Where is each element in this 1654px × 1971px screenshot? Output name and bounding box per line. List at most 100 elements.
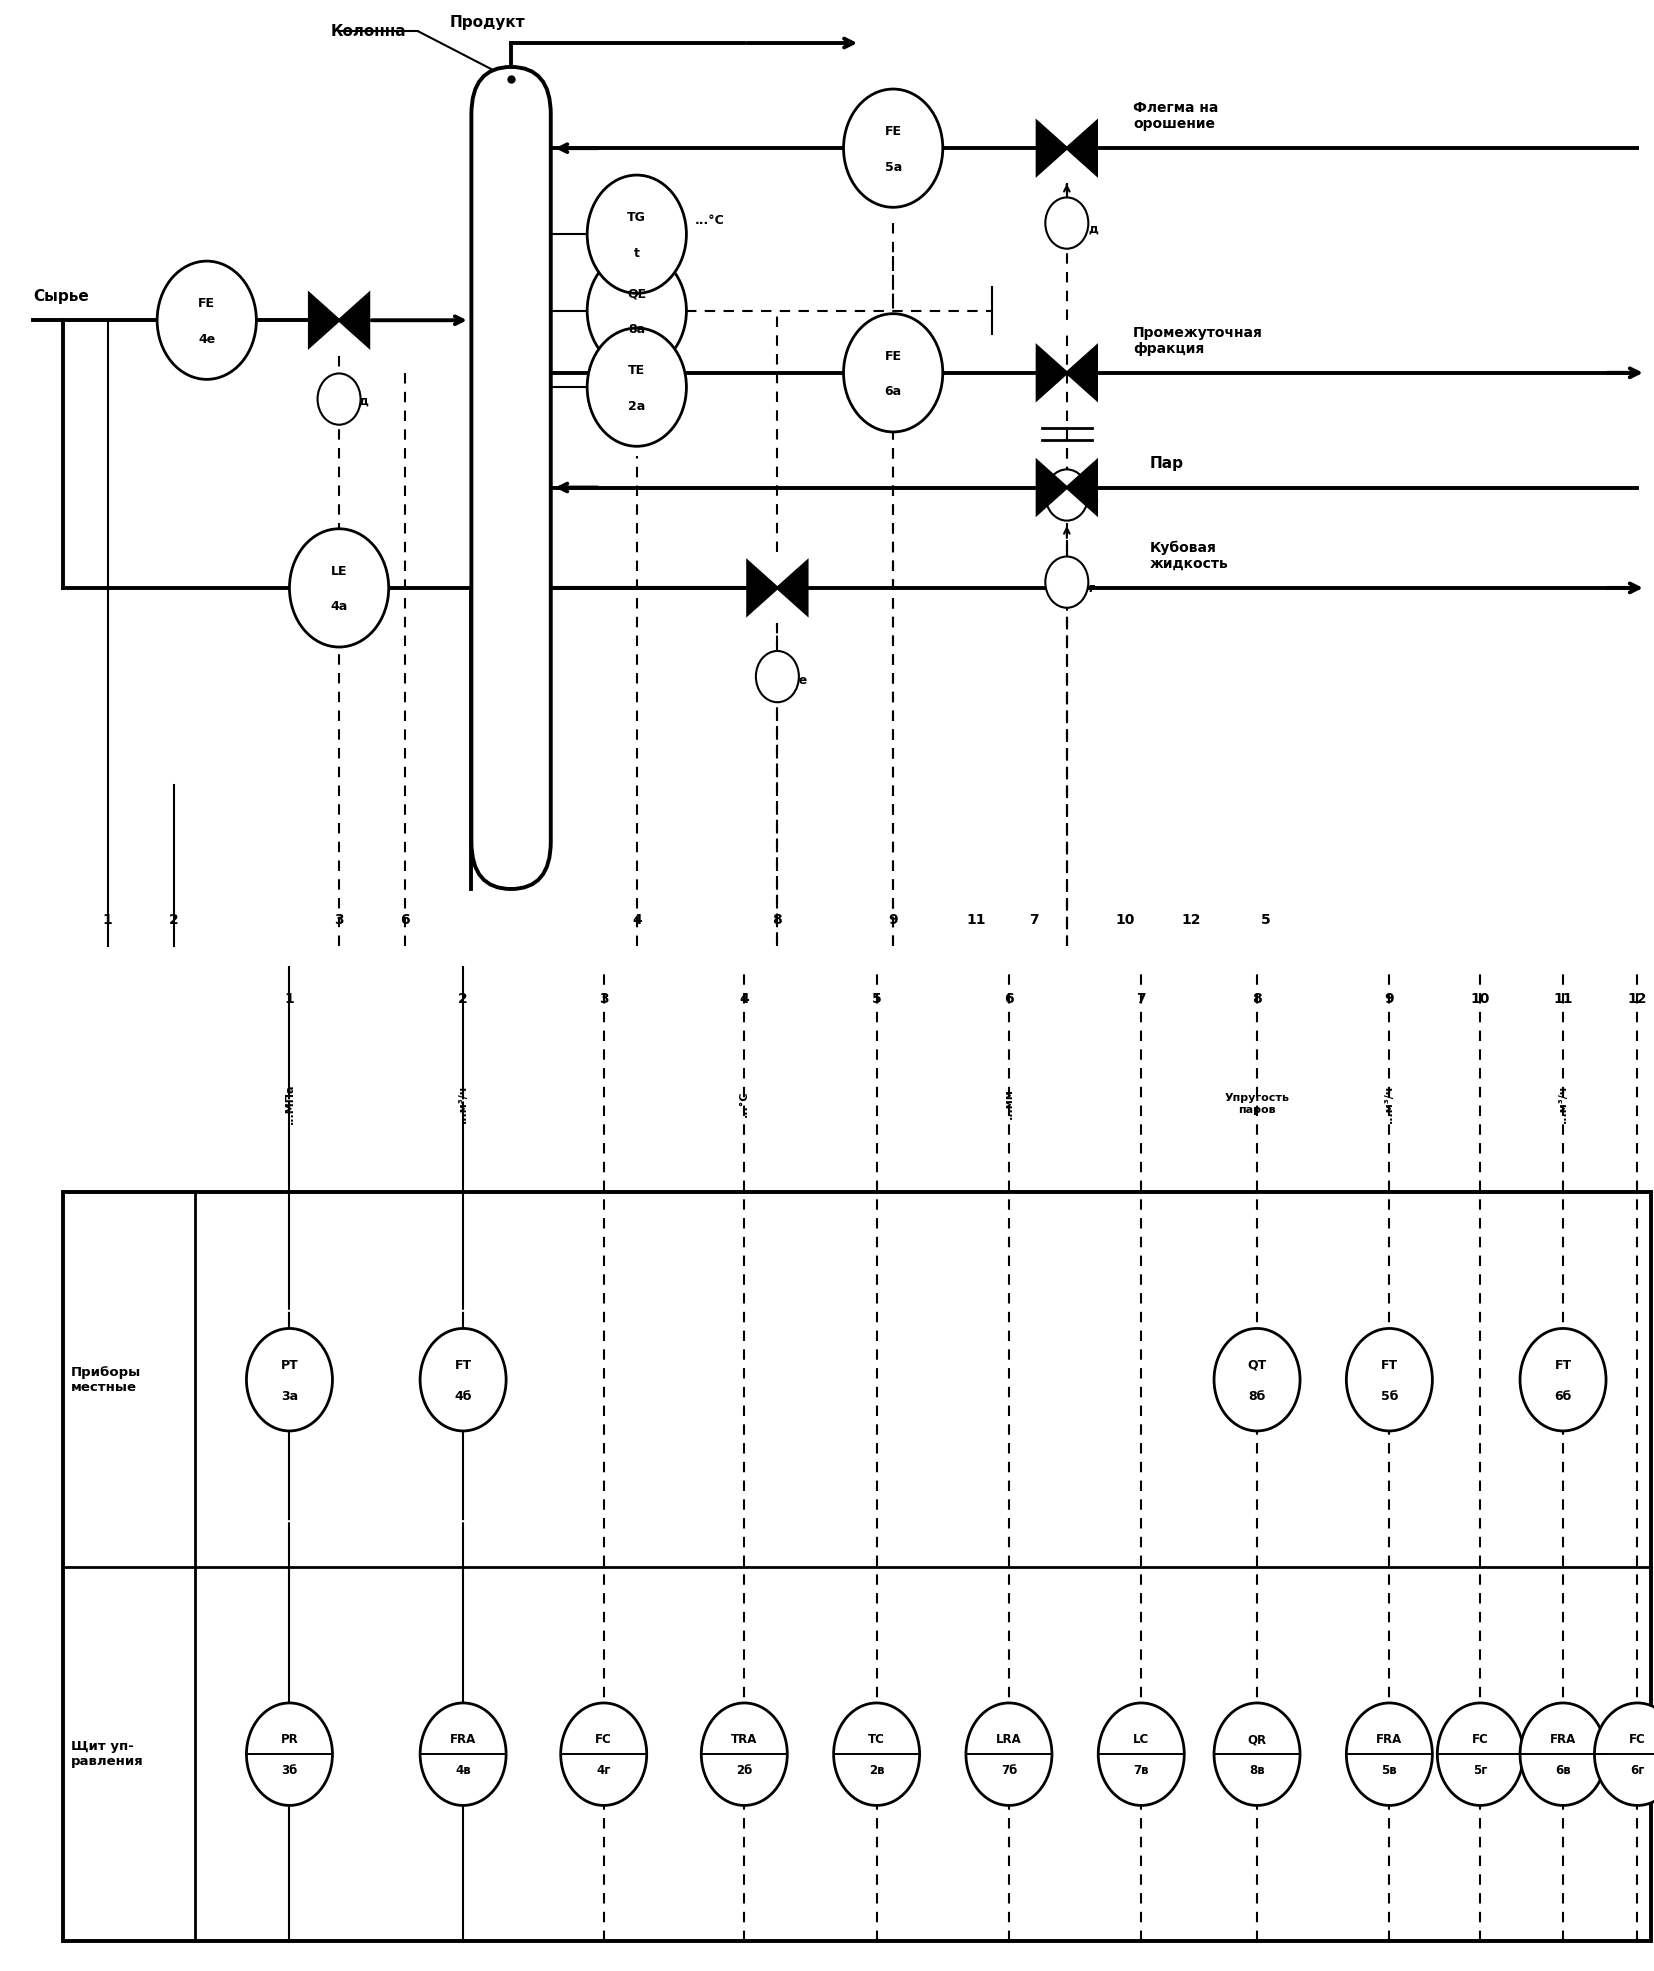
Polygon shape (1067, 461, 1097, 514)
Text: 5а: 5а (885, 160, 901, 173)
Bar (63, 1192, 1651, 1941)
Text: FT: FT (1381, 1358, 1398, 1372)
Text: 4в: 4в (455, 1764, 471, 1778)
Circle shape (246, 1328, 332, 1431)
Text: FT: FT (455, 1358, 471, 1372)
Text: 7в: 7в (1133, 1764, 1150, 1778)
Text: FRA: FRA (1376, 1733, 1403, 1746)
Text: 7: 7 (1136, 991, 1146, 1007)
Circle shape (966, 1703, 1052, 1805)
Text: 3: 3 (599, 991, 609, 1007)
Text: 5: 5 (1260, 913, 1270, 928)
Text: Кубовая
жидкость: Кубовая жидкость (1150, 540, 1229, 572)
Circle shape (1346, 1328, 1432, 1431)
Text: Упругость
паров: Упругость паров (1224, 1094, 1290, 1114)
Text: TG: TG (627, 211, 647, 225)
Circle shape (246, 1703, 332, 1805)
Circle shape (1214, 1703, 1300, 1805)
Text: TRA: TRA (731, 1733, 758, 1746)
Text: 7: 7 (1029, 913, 1039, 928)
Text: Флегма на
орошение: Флегма на орошение (1133, 101, 1219, 132)
Text: 10: 10 (1470, 991, 1490, 1007)
Text: ...м³/ч: ...м³/ч (1384, 1084, 1394, 1123)
Circle shape (289, 528, 389, 646)
Text: 8в: 8в (1249, 1764, 1265, 1778)
Text: 4: 4 (739, 991, 749, 1007)
Text: 11: 11 (966, 913, 986, 928)
Text: QR: QR (1247, 1733, 1267, 1746)
Text: ...м³/ч: ...м³/ч (1558, 1084, 1568, 1123)
Text: Щит уп-
равления: Щит уп- равления (71, 1740, 144, 1768)
Text: 6: 6 (1004, 991, 1014, 1007)
Circle shape (1437, 1703, 1523, 1805)
Text: 2б: 2б (736, 1764, 753, 1778)
Polygon shape (1067, 122, 1097, 175)
Text: 5: 5 (872, 991, 882, 1007)
Polygon shape (339, 294, 369, 347)
Text: FC: FC (1472, 1733, 1489, 1746)
Text: PT: PT (281, 1358, 298, 1372)
Text: 8а: 8а (629, 323, 645, 337)
Text: ...м³/ч: ...м³/ч (458, 1084, 468, 1123)
Circle shape (1045, 556, 1088, 607)
Polygon shape (748, 562, 777, 615)
Polygon shape (1037, 461, 1067, 514)
Text: 2: 2 (458, 991, 468, 1007)
Text: 12: 12 (1181, 913, 1201, 928)
Text: 5г: 5г (1474, 1764, 1487, 1778)
Text: FE: FE (885, 124, 901, 138)
Text: 5д: 5д (1080, 223, 1098, 237)
Text: 12: 12 (1628, 991, 1647, 1007)
Circle shape (561, 1703, 647, 1805)
Text: PR: PR (281, 1733, 298, 1746)
Text: ...°С: ...°С (739, 1090, 749, 1118)
Text: Колонна: Колонна (331, 24, 407, 39)
Text: Пар: Пар (1150, 455, 1184, 471)
Text: 8: 8 (1252, 991, 1262, 1007)
Text: 11: 11 (1553, 991, 1573, 1007)
Text: 9: 9 (888, 913, 898, 928)
Text: t: t (633, 246, 640, 260)
Text: LE: LE (331, 566, 347, 578)
Circle shape (1520, 1703, 1606, 1805)
Text: 9: 9 (1384, 991, 1394, 1007)
Text: FC: FC (1629, 1733, 1646, 1746)
Text: 2г: 2г (1080, 581, 1095, 595)
Text: 5в: 5в (1381, 1764, 1398, 1778)
Text: TE: TE (629, 365, 645, 376)
Circle shape (420, 1703, 506, 1805)
Circle shape (1045, 469, 1088, 520)
Text: 10: 10 (1115, 913, 1135, 928)
Text: 4а: 4а (331, 601, 347, 613)
Circle shape (420, 1328, 506, 1431)
Text: 2а: 2а (629, 400, 645, 412)
Polygon shape (1037, 122, 1067, 175)
Circle shape (1098, 1703, 1184, 1805)
Circle shape (756, 650, 799, 702)
Text: 6г: 6г (1631, 1764, 1644, 1778)
Circle shape (1520, 1328, 1606, 1431)
Text: FC: FC (595, 1733, 612, 1746)
Polygon shape (777, 562, 807, 615)
Circle shape (1214, 1328, 1300, 1431)
Circle shape (587, 327, 686, 445)
Text: 6б: 6б (1555, 1390, 1571, 1403)
Text: 4г: 4г (597, 1764, 610, 1778)
Text: 4: 4 (632, 913, 642, 928)
Circle shape (1346, 1703, 1432, 1805)
Text: 6в: 6в (1555, 1764, 1571, 1778)
Polygon shape (1067, 347, 1097, 400)
Text: 6: 6 (400, 913, 410, 928)
Text: 5б: 5б (1381, 1390, 1398, 1403)
Polygon shape (1037, 347, 1067, 400)
Text: 4е: 4е (198, 333, 215, 345)
Circle shape (318, 373, 361, 424)
Text: 3б: 3б (281, 1764, 298, 1778)
Text: ...°С: ...°С (695, 215, 724, 227)
Text: FE: FE (198, 298, 215, 309)
Circle shape (587, 175, 686, 294)
Circle shape (587, 252, 686, 371)
Text: 1: 1 (103, 913, 112, 928)
Text: LRA: LRA (996, 1733, 1022, 1746)
Text: TC: TC (868, 1733, 885, 1746)
